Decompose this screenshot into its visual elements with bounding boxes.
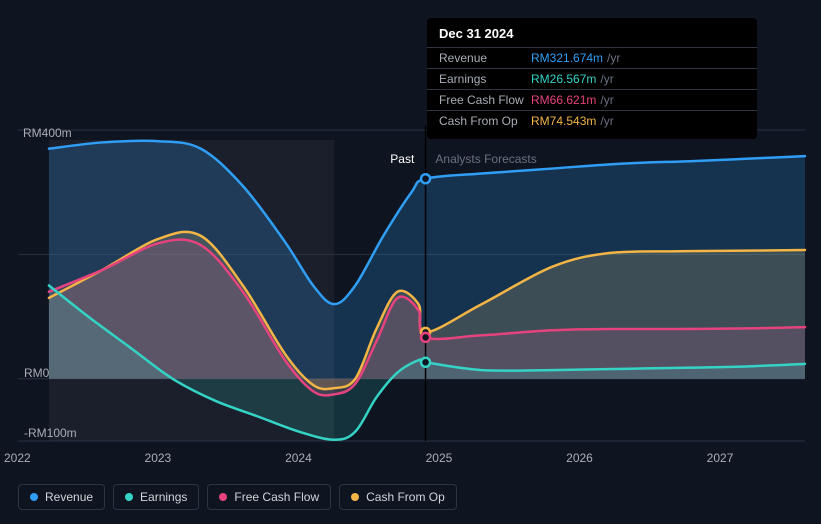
tooltip-metric-label: Cash From Op [439, 114, 531, 128]
x-axis-tick: 2023 [145, 451, 172, 465]
legend-label: Earnings [140, 490, 187, 504]
tooltip-metric-label: Free Cash Flow [439, 93, 531, 107]
legend-dot-icon [351, 493, 359, 501]
tooltip-metric-label: Revenue [439, 51, 531, 65]
legend-label: Revenue [45, 490, 93, 504]
legend-dot-icon [30, 493, 38, 501]
legend-dot-icon [219, 493, 227, 501]
forecast-label: Analysts Forecasts [435, 152, 536, 166]
chart-tooltip: Dec 31 2024 RevenueRM321.674m/yrEarnings… [427, 18, 757, 139]
tooltip-metric-label: Earnings [439, 72, 531, 86]
y-axis-label: -RM100m [24, 426, 77, 440]
tooltip-metric-value: RM321.674m [531, 51, 603, 65]
tooltip-metric-value: RM26.567m [531, 72, 596, 86]
legend-item-freecashflow[interactable]: Free Cash Flow [207, 484, 331, 510]
revenue-marker [421, 174, 430, 183]
tooltip-metric-unit: /yr [600, 72, 613, 86]
legend-item-cashfromop[interactable]: Cash From Op [339, 484, 457, 510]
tooltip-row: EarningsRM26.567m/yr [427, 68, 757, 89]
earnings-marker [421, 358, 430, 367]
past-label: Past [390, 152, 414, 166]
legend-item-earnings[interactable]: Earnings [113, 484, 199, 510]
tooltip-metric-value: RM74.543m [531, 114, 596, 128]
x-axis-tick: 2025 [426, 451, 453, 465]
tooltip-date: Dec 31 2024 [427, 26, 757, 47]
tooltip-row: Free Cash FlowRM66.621m/yr [427, 89, 757, 110]
tooltip-row: Cash From OpRM74.543m/yr [427, 110, 757, 131]
legend-label: Cash From Op [366, 490, 445, 504]
x-axis-tick: 2027 [707, 451, 734, 465]
x-axis-tick: 2024 [285, 451, 312, 465]
tooltip-metric-value: RM66.621m [531, 93, 596, 107]
legend-dot-icon [125, 493, 133, 501]
x-axis-tick: 2026 [566, 451, 593, 465]
legend-label: Free Cash Flow [234, 490, 319, 504]
legend-item-revenue[interactable]: Revenue [18, 484, 105, 510]
y-axis-label: RM0 [24, 366, 49, 380]
freecashflow-marker [421, 333, 430, 342]
x-axis-tick: 2022 [4, 451, 31, 465]
tooltip-metric-unit: /yr [600, 93, 613, 107]
tooltip-row: RevenueRM321.674m/yr [427, 47, 757, 68]
tooltip-metric-unit: /yr [600, 114, 613, 128]
chart-legend: Revenue Earnings Free Cash Flow Cash From O… [18, 484, 457, 510]
tooltip-metric-unit: /yr [607, 51, 620, 65]
y-axis-label: RM400m [23, 126, 72, 140]
